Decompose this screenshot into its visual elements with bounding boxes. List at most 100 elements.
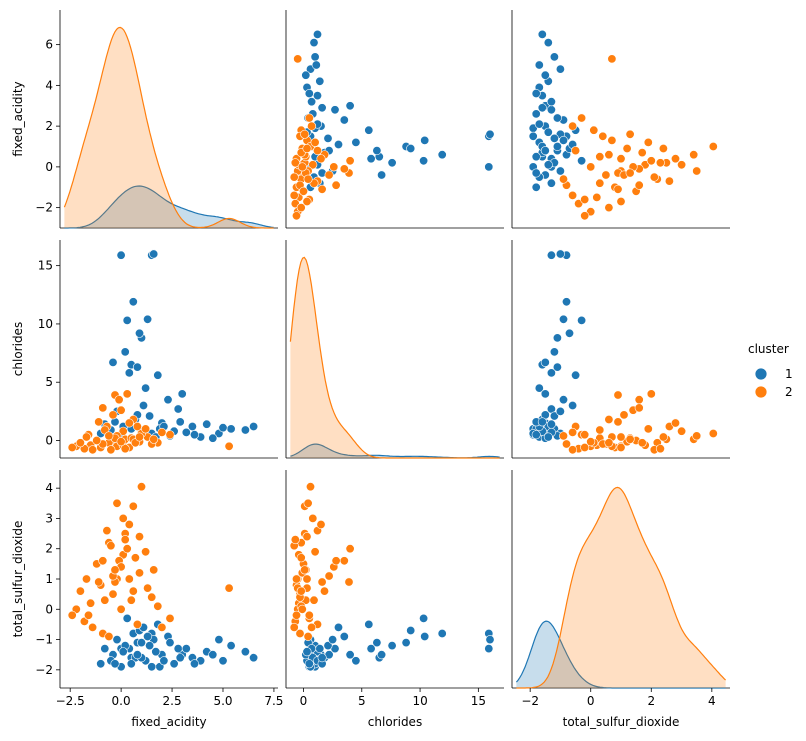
legend-title: cluster bbox=[748, 342, 789, 356]
point-cluster-2-44 bbox=[104, 431, 114, 441]
point-cluster-1-20 bbox=[226, 641, 236, 651]
x-tick-label: 10 bbox=[412, 694, 427, 708]
point-cluster-2-33 bbox=[312, 146, 322, 156]
point-cluster-1-38 bbox=[301, 70, 311, 80]
point-cluster-1-27 bbox=[549, 411, 559, 421]
panel-fixed-acidity-vs-chlorides bbox=[285, 10, 504, 229]
point-cluster-1-3 bbox=[351, 137, 361, 147]
point-cluster-2-43 bbox=[297, 604, 307, 614]
x-tick-label: −2.5 bbox=[56, 694, 85, 708]
point-cluster-1-2 bbox=[366, 644, 376, 654]
point-cluster-2-41 bbox=[580, 211, 590, 221]
point-cluster-2-36 bbox=[94, 577, 104, 587]
point-cluster-1-14 bbox=[108, 357, 118, 367]
point-cluster-2-21 bbox=[308, 513, 318, 523]
y-tick-label: 3 bbox=[45, 511, 53, 525]
pairplot-grid: −2 0 2 4 6 0 5 10 15 −2.5 0.0 2.5 5.0 7.5 −2 −1 0 1 2 3 4 0 5 1… bbox=[35, 10, 730, 708]
point-cluster-1-11 bbox=[420, 631, 430, 641]
point-cluster-2-16 bbox=[114, 395, 124, 405]
point-cluster-1-7 bbox=[561, 297, 571, 307]
point-cluster-1-39 bbox=[218, 656, 228, 666]
point-cluster-2-12 bbox=[607, 135, 617, 145]
point-cluster-1-33 bbox=[555, 406, 565, 416]
y-tick-label: −2 bbox=[35, 201, 53, 215]
point-cluster-2-49 bbox=[82, 432, 92, 442]
point-cluster-2-47 bbox=[124, 418, 134, 428]
point-cluster-1-37 bbox=[181, 427, 191, 437]
point-cluster-1-8 bbox=[484, 162, 494, 172]
point-cluster-2-38 bbox=[637, 148, 647, 158]
point-cluster-2-11 bbox=[622, 144, 632, 154]
point-cluster-1-39 bbox=[311, 60, 321, 70]
point-cluster-2-40 bbox=[568, 445, 578, 455]
point-cluster-1-32 bbox=[100, 644, 110, 654]
point-cluster-1-25 bbox=[531, 109, 541, 119]
point-cluster-1-8 bbox=[546, 250, 556, 260]
point-cluster-2-9 bbox=[561, 439, 571, 449]
point-cluster-1-10 bbox=[485, 129, 495, 139]
x-tick-label: 2 bbox=[647, 694, 655, 708]
point-cluster-2-30 bbox=[296, 586, 306, 596]
point-cluster-2-25 bbox=[224, 583, 234, 593]
point-cluster-2-12 bbox=[143, 583, 153, 593]
point-cluster-1-6 bbox=[419, 156, 429, 166]
y-tick-label: 15 bbox=[38, 259, 53, 273]
point-cluster-2-19 bbox=[604, 150, 614, 160]
point-cluster-1-1 bbox=[372, 146, 382, 156]
point-cluster-2-14 bbox=[165, 430, 175, 440]
point-cluster-2-16 bbox=[339, 164, 349, 174]
y-tick-label: 2 bbox=[45, 119, 53, 133]
kde-line-cluster-1 bbox=[515, 620, 726, 689]
kde-fill-cluster-2 bbox=[290, 257, 500, 458]
point-cluster-1-21 bbox=[249, 653, 259, 663]
point-cluster-1-16 bbox=[364, 125, 374, 135]
point-cluster-1-17 bbox=[173, 644, 183, 654]
point-cluster-2-48 bbox=[625, 129, 635, 139]
point-cluster-1-3 bbox=[351, 656, 361, 666]
point-cluster-1-14 bbox=[377, 650, 387, 660]
point-cluster-2-27 bbox=[106, 445, 116, 455]
point-cluster-1-5 bbox=[177, 389, 187, 399]
point-cluster-2-36 bbox=[94, 417, 104, 427]
point-cluster-1-37 bbox=[181, 644, 191, 654]
point-cluster-2-42 bbox=[141, 424, 151, 434]
point-cluster-2-42 bbox=[643, 424, 653, 434]
point-cluster-2-27 bbox=[106, 541, 116, 551]
point-cluster-1-18 bbox=[187, 421, 197, 431]
point-cluster-2-40 bbox=[88, 445, 98, 455]
point-cluster-1-33 bbox=[555, 166, 565, 176]
point-cluster-1-11 bbox=[420, 135, 430, 145]
point-cluster-2-42 bbox=[310, 137, 320, 147]
point-cluster-1-1 bbox=[132, 362, 142, 372]
point-cluster-1-44 bbox=[159, 656, 169, 666]
point-cluster-2-19 bbox=[128, 586, 138, 596]
point-cluster-2-45 bbox=[302, 144, 312, 154]
point-cluster-2-13 bbox=[153, 601, 163, 611]
point-cluster-1-32 bbox=[315, 644, 325, 654]
x-tick-label: 4 bbox=[708, 694, 716, 708]
point-cluster-2-21 bbox=[677, 426, 687, 436]
point-cluster-2-17 bbox=[122, 389, 132, 399]
point-cluster-2-46 bbox=[634, 403, 644, 413]
point-cluster-2-14 bbox=[577, 113, 587, 123]
point-cluster-2-27 bbox=[649, 172, 659, 182]
point-cluster-2-44 bbox=[104, 631, 114, 641]
panel-total-sulfur-dioxide-vs-total-sulfur-dioxide: −2 0 2 4 bbox=[511, 470, 730, 708]
point-cluster-1-16 bbox=[571, 370, 581, 380]
point-cluster-2-42 bbox=[141, 547, 151, 557]
point-cluster-1-29 bbox=[543, 160, 553, 170]
point-cluster-2-35 bbox=[619, 410, 629, 420]
point-cluster-2-17 bbox=[345, 544, 355, 554]
point-cluster-1-5 bbox=[345, 650, 355, 660]
legend: cluster 1 2 bbox=[748, 342, 793, 399]
point-cluster-1-27 bbox=[145, 641, 155, 651]
legend-label-cluster-2: 2 bbox=[785, 385, 793, 399]
point-cluster-2-24 bbox=[708, 428, 718, 438]
point-cluster-1-33 bbox=[328, 635, 338, 645]
point-cluster-2-17 bbox=[646, 156, 656, 166]
point-cluster-1-27 bbox=[323, 641, 333, 651]
point-cluster-2-41 bbox=[67, 610, 77, 620]
point-cluster-1-31 bbox=[531, 182, 541, 192]
point-cluster-2-43 bbox=[586, 437, 596, 447]
